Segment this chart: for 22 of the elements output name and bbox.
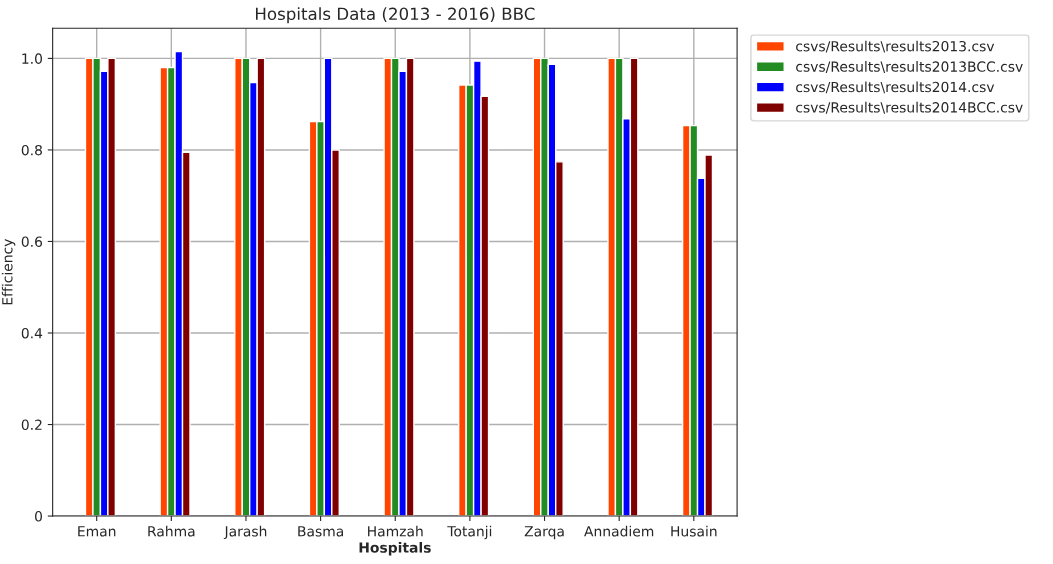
legend-label: csvs/Results\results2013.csv (796, 40, 995, 53)
legend-label: csvs/Results\results2014BCC.csv (796, 101, 1023, 114)
y-tick-label: 0 (35, 511, 43, 522)
legend-label: csvs/Results\results2014.csv (796, 81, 995, 94)
y-tick-label: 0.8 (21, 144, 42, 156)
x-tick-label: Zarqa (524, 526, 564, 540)
y-axis-title: Efficiency (1, 238, 16, 305)
x-tick-label: Rahma (148, 525, 195, 537)
x-tick-label: Totanji (447, 525, 492, 540)
legend-label: csvs/Results\results2013BCC.csv (796, 61, 1023, 73)
x-tick-label: Basma (298, 526, 344, 537)
x-tick-label: Husain (671, 525, 717, 537)
y-tick-label: 0.6 (21, 236, 43, 247)
x-tick-label: Hamzah (368, 525, 423, 537)
y-tick-label: 0.4 (21, 327, 43, 339)
y-tick-label: 1.0 (22, 53, 43, 64)
x-tick-label: Jarash (223, 525, 267, 540)
x-tick-label: Annadiem (584, 525, 654, 537)
x-axis-title: Hospitals (359, 542, 431, 556)
chart-title: Hospitals Data (2013 - 2016) BBC (255, 7, 535, 24)
y-tick-label: 0.2 (21, 419, 42, 430)
x-tick-label: Eman (78, 526, 116, 537)
